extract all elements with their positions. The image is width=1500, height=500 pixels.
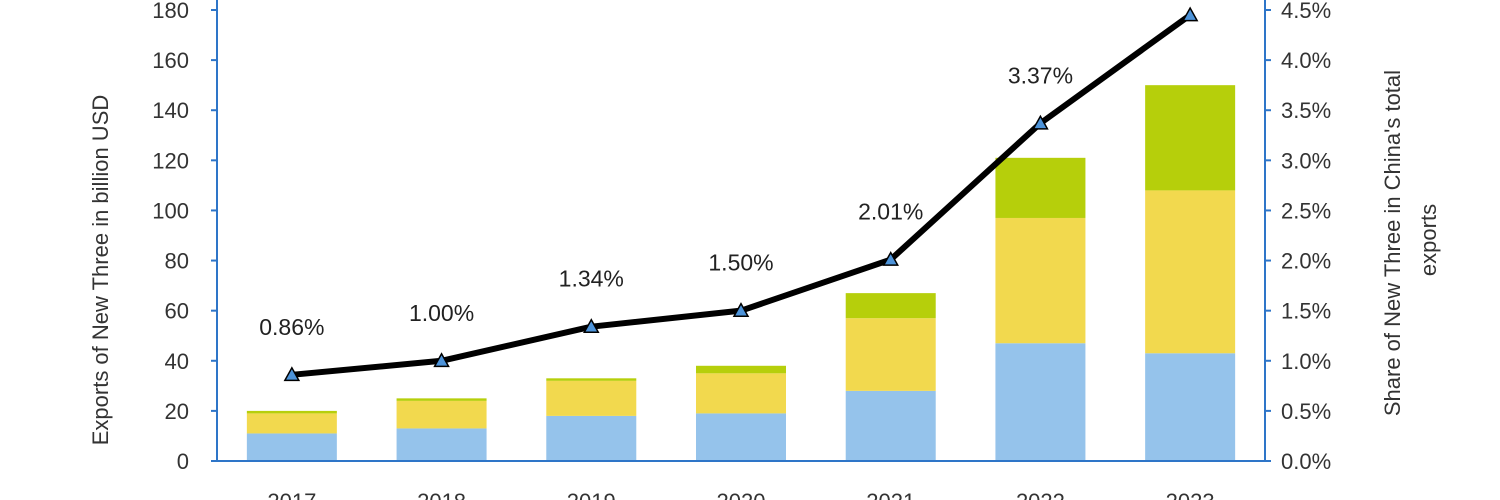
share-marker-2019 (583, 318, 600, 334)
bar-2021-segment-1 (845, 390, 936, 461)
bar-2021-segment-2 (845, 318, 936, 391)
bar-2018-segment-2 (396, 400, 487, 429)
left-axis: 0 20 40 60 80 100 120 140 160 180 (152, 0, 218, 474)
share-marker-2017 (283, 366, 301, 382)
share-label-2022: 3.37% (1008, 62, 1073, 88)
right-axis-title: Share of New Three in China's total expo… (1380, 64, 1441, 416)
bar-2018-segment-1 (396, 428, 487, 461)
right-axis: 0.0% 0.5% 1.0% 1.5% 2.0% 2.5% 3.0% 3.5% 4.0% 4.5% (1264, 0, 1331, 474)
bar-2017-segment-1 (246, 433, 337, 461)
right-tick-label-1.5%: 1.5% (1281, 299, 1331, 324)
bar-2020-segment-1 (696, 413, 786, 461)
right-axis-title-line-1: Share of New Three in China's total (1380, 70, 1405, 416)
line-series: 0.86% 1.00% 1.34% 1.50% 2.01% 3.37% (259, 6, 1199, 382)
right-tick-label-3.0%: 3.0% (1281, 148, 1331, 173)
bar-2022-segment-3 (995, 157, 1086, 218)
right-tick-label-0.0%: 0.0% (1281, 449, 1331, 474)
bar-2023-segment-3 (1145, 85, 1236, 191)
left-tick-label-100: 100 (152, 198, 189, 223)
bar-2019-segment-3 (546, 378, 637, 381)
bar-2021-segment-3 (845, 293, 936, 319)
right-tick-label-2.0%: 2.0% (1281, 249, 1331, 274)
share-label-2020: 1.50% (708, 250, 773, 276)
bar-2019-segment-2 (546, 380, 637, 416)
bars (246, 85, 1236, 461)
bar-2017-segment-3 (246, 410, 337, 414)
left-tick-label-140: 140 (152, 98, 189, 123)
right-tick-label-4.0%: 4.0% (1281, 48, 1331, 73)
share-label-2018: 1.00% (409, 300, 474, 326)
left-tick-label-120: 120 (152, 148, 189, 173)
left-tick-label-20: 20 (165, 399, 189, 424)
bar-2017-segment-2 (246, 413, 337, 434)
share-marker-2018 (433, 352, 450, 368)
left-tick-label-80: 80 (165, 249, 189, 274)
x-axis: 2017 2018 2019 2020 2021 2022 2023 (217, 460, 1265, 500)
right-tick-label-4.5%: 4.5% (1281, 0, 1331, 23)
x-tick-label-2021: 2021 (866, 489, 915, 500)
bar-2022-segment-1 (995, 343, 1086, 461)
x-tick-label-2023: 2023 (1166, 489, 1215, 500)
bar-2020-segment-2 (696, 373, 786, 414)
x-tick-label-2020: 2020 (717, 489, 766, 500)
left-tick-label-60: 60 (165, 299, 189, 324)
share-label-2019: 1.34% (559, 266, 624, 292)
right-axis-title-line-2: exports (1416, 204, 1441, 276)
right-tick-label-1.0%: 1.0% (1281, 349, 1331, 374)
x-tick-label-2022: 2022 (1016, 489, 1065, 500)
bar-2023-segment-1 (1145, 353, 1236, 461)
left-tick-label-0: 0 (177, 449, 189, 474)
left-tick-label-180: 180 (152, 0, 189, 23)
left-tick-label-40: 40 (165, 349, 189, 374)
share-marker-2022 (1032, 114, 1049, 130)
share-marker-2020 (732, 302, 750, 318)
right-tick-label-0.5%: 0.5% (1281, 399, 1331, 424)
share-label-2017: 0.86% (259, 314, 324, 340)
share-marker-2023 (1181, 6, 1199, 22)
x-tick-label-2018: 2018 (417, 489, 466, 500)
left-tick-label-160: 160 (152, 48, 189, 73)
bar-2019-segment-1 (546, 415, 637, 461)
left-axis-title: Exports of New Three in billion USD (88, 95, 113, 446)
bar-2018-segment-3 (396, 398, 487, 401)
share-label-2021: 2.01% (858, 199, 923, 225)
bar-2022-segment-2 (995, 217, 1086, 344)
x-tick-label-2019: 2019 (567, 489, 616, 500)
right-tick-label-2.5%: 2.5% (1281, 198, 1331, 223)
share-marker-2021 (882, 251, 899, 266)
x-tick-label-2017: 2017 (267, 489, 316, 500)
bar-2020-segment-3 (696, 365, 786, 374)
bar-2023-segment-2 (1145, 190, 1236, 354)
right-tick-label-3.5%: 3.5% (1281, 98, 1331, 123)
